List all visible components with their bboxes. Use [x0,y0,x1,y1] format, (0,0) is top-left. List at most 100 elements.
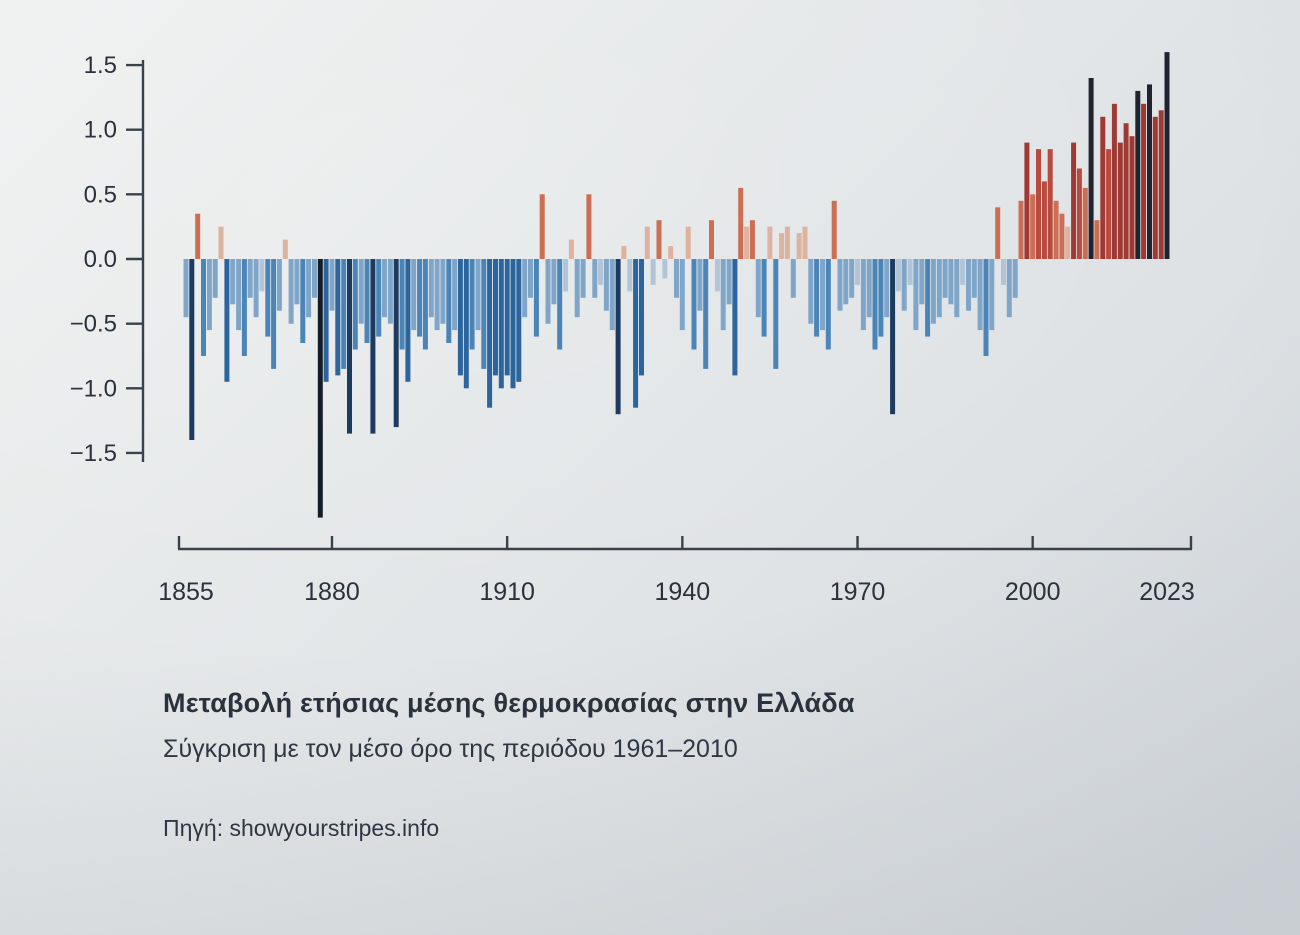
bar-year-1924 [586,194,592,259]
y-axis-label: 0.0 [84,246,117,273]
bar-year-1906 [481,259,487,369]
bar-year-1981 [919,259,925,305]
y-axis-label: 0.5 [84,181,117,208]
bar-year-1894 [411,259,417,331]
bar-year-1985 [942,259,948,298]
bar-year-1920 [563,259,569,292]
bar-year-2000 [1030,194,1036,259]
chart-subtitle: Σύγκριση με τον μέσο όρο της περιόδου 19… [163,735,738,763]
bar-year-1926 [598,259,604,285]
chart-title: Μεταβολή ετήσιας μέσης θερμοκρασίας στην… [163,688,855,718]
bar-year-1895 [417,259,423,337]
bar-year-2016 [1123,123,1129,259]
bar-year-1991 [977,259,983,331]
bar-year-1918 [551,259,557,305]
bar-year-1916 [539,194,545,259]
bar-year-1979 [907,259,913,285]
bar-year-1910 [504,259,510,376]
bar-year-1907 [487,259,493,408]
bar-year-1986 [948,259,954,305]
bar-year-1917 [545,259,551,324]
bar-year-1914 [528,259,533,298]
bar-year-1937 [662,259,668,279]
bar-year-2023 [1164,52,1170,259]
bar-year-1898 [434,259,440,331]
bar-year-1959 [790,259,796,298]
bar-year-1876 [306,259,312,318]
bar-year-1905 [475,259,481,331]
bar-year-1871 [276,259,282,311]
bar-year-2003 [1047,149,1053,259]
x-axis-label: 1855 [158,578,214,606]
bar-year-1855 [183,259,189,318]
bar-year-1965 [825,259,831,350]
bar-year-1942 [691,259,697,350]
bar-year-1994 [995,207,1001,259]
bar-year-1950 [738,187,744,259]
bar-year-1929 [615,259,621,415]
bar-year-1992 [983,259,989,356]
bar-year-1872 [282,239,288,259]
y-axis-label: −1.0 [70,375,117,402]
bar-year-1879 [323,259,329,382]
bar-year-1888 [376,259,382,337]
bar-year-1915 [533,259,539,337]
bar-year-1955 [767,226,773,259]
bar-year-1973 [872,259,878,350]
bar-year-1938 [668,246,674,259]
bar-year-2006 [1065,226,1071,259]
bar-year-1865 [241,259,247,356]
bar-year-1887 [370,259,376,434]
bar-year-1945 [709,220,714,259]
bar-year-1953 [755,259,761,318]
bar-year-1899 [440,259,446,324]
bar-year-1869 [265,259,271,337]
bar-year-1954 [761,259,767,337]
bar-year-1987 [954,259,960,318]
bar-year-1940 [679,259,685,331]
bar-year-1993 [989,259,995,331]
bar-year-1946 [714,259,720,292]
bar-year-1884 [352,259,358,350]
bar-year-1892 [399,259,405,350]
bar-year-1935 [650,259,656,285]
bar-year-2008 [1076,168,1082,259]
bar-year-1947 [720,259,726,331]
x-axis-label: 2023 [1139,578,1195,606]
bar-year-1932 [633,259,639,408]
bar-year-2001 [1036,149,1041,259]
bar-year-1982 [925,259,931,337]
bar-year-1933 [639,259,644,376]
bar-year-1941 [685,226,691,259]
y-axis-label: −1.5 [70,440,117,467]
bar-year-1988 [960,259,966,285]
bar-year-2002 [1041,181,1047,259]
bar-year-1863 [230,259,236,305]
bar-year-1868 [259,259,265,292]
bar-year-2021 [1152,116,1158,259]
bar-year-1980 [913,259,919,331]
chart-source: Πηγή: showyourstripes.info [163,815,440,841]
bar-year-1944 [703,259,709,369]
bar-year-1956 [773,259,779,369]
bar-year-1961 [802,226,808,259]
bar-year-1897 [428,259,434,318]
bar-year-1934 [644,226,650,259]
bar-year-1960 [796,233,802,259]
bar-year-2017 [1129,136,1135,259]
bar-year-1925 [592,259,598,298]
bar-year-1860 [212,259,218,298]
bar-year-1864 [236,259,242,331]
bar-year-1922 [574,259,580,318]
bar-year-1976 [890,259,896,415]
bar-year-1952 [749,220,755,259]
bar-year-1873 [288,259,294,324]
bar-year-2014 [1111,103,1117,259]
bar-year-1867 [253,259,259,318]
bar-year-2020 [1147,84,1152,260]
bar-year-1893 [405,259,411,382]
bar-year-1881 [335,259,341,376]
bar-year-1996 [1006,259,1012,318]
bar-year-1878 [317,259,323,518]
bar-year-1931 [627,259,633,292]
